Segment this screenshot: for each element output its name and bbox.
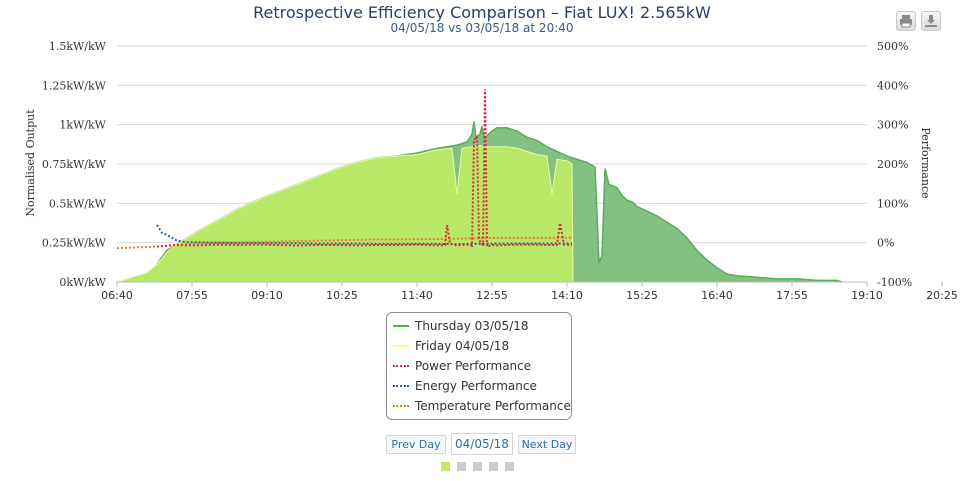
left-axis-label: Normalised Output: [24, 109, 37, 217]
efficiency-chart: 0kW/kW 0.25kW/kW 0.5kW/kW 0.75kW/kW 1kW/kW 1.…: [24, 40, 958, 302]
date-field[interactable]: 04/05/18: [451, 433, 513, 455]
right-axis-label: Performance: [919, 127, 932, 198]
legend-swatch-friday: [393, 345, 409, 347]
legend-label: Thursday 03/05/18: [415, 319, 529, 333]
y-right-tick-label: 400%: [877, 79, 908, 92]
legend-item-energy-performance[interactable]: Energy Performance: [393, 377, 537, 395]
legend-item-power-performance[interactable]: Power Performance: [393, 357, 531, 375]
power-performance-line: [156, 89, 573, 248]
y-right-tick-label: 200%: [877, 158, 908, 171]
x-tick-label: 17:55: [776, 289, 808, 302]
x-tick-label: 19:10: [851, 289, 883, 302]
area-series: [116, 121, 843, 283]
y-left-tick-label: 0.5kW/kW: [49, 197, 107, 210]
x-tick-label: 12:55: [476, 289, 508, 302]
legend-label: Friday 04/05/18: [415, 339, 510, 353]
chart-title: Retrospective Efficiency Comparison – Fi…: [253, 3, 711, 22]
x-tick-label: 11:40: [401, 289, 433, 302]
y-right-tick-label: 300%: [877, 119, 908, 132]
printer-icon: [900, 15, 912, 28]
y-left-tick-label: 0.25kW/kW: [42, 237, 107, 250]
y-left-tick-label: 1.5kW/kW: [49, 40, 107, 53]
legend-swatch-thursday: [393, 325, 409, 327]
y-right-tick-label: 100%: [877, 197, 908, 210]
x-tick-label: 10:25: [326, 289, 358, 302]
y-right-tick-label: -100%: [877, 276, 912, 289]
download-button[interactable]: [921, 11, 941, 31]
y-left-tick-label: 0.75kW/kW: [42, 158, 107, 171]
page-dot[interactable]: [473, 462, 482, 471]
prev-day-button[interactable]: Prev Day: [386, 435, 446, 454]
print-button[interactable]: [896, 11, 916, 31]
x-tick-label: 09:10: [251, 289, 283, 302]
next-day-button[interactable]: Next Day: [518, 435, 576, 454]
x-tick-label: 07:55: [176, 289, 208, 302]
y-right-tick-label: 0%: [877, 237, 894, 250]
chart-subtitle: 04/05/18 vs 03/05/18 at 20:40: [390, 21, 574, 35]
energy-performance-line: [156, 224, 572, 246]
page-dot[interactable]: [489, 462, 498, 471]
page-dot[interactable]: [505, 462, 514, 471]
friday-area-line: [116, 144, 574, 283]
x-tick-label: 06:40: [101, 289, 133, 302]
y-left-tick-label: 1.25kW/kW: [42, 79, 107, 92]
download-icon: [925, 15, 937, 27]
performance-series: [116, 89, 573, 250]
legend-item-friday[interactable]: Friday 04/05/18: [393, 337, 509, 355]
page-dot[interactable]: [441, 462, 450, 471]
x-tick-label: 16:40: [701, 289, 733, 302]
legend-label: Energy Performance: [415, 379, 537, 393]
temperature-performance-line: [116, 236, 573, 250]
y-right-tick-label: 500%: [877, 40, 908, 53]
legend-swatch-temperature: [393, 405, 409, 407]
x-tick-label: 20:25: [926, 289, 958, 302]
page-dot[interactable]: [457, 462, 466, 471]
y-left-tick-label: 1kW/kW: [59, 119, 106, 132]
legend-label: Temperature Performance: [415, 399, 571, 413]
y-left-tick-label: 0kW/kW: [59, 276, 106, 289]
x-tick-label: 15:25: [626, 289, 658, 302]
legend-swatch-energy: [393, 385, 409, 387]
chart-legend: Thursday 03/05/18 Friday 04/05/18 Power …: [386, 312, 572, 420]
legend-label: Power Performance: [415, 359, 532, 373]
legend-item-temperature-performance[interactable]: Temperature Performance: [393, 397, 571, 415]
legend-swatch-power: [393, 365, 409, 367]
axes: 0kW/kW 0.25kW/kW 0.5kW/kW 0.75kW/kW 1kW/kW 1.…: [42, 40, 958, 302]
x-tick-label: 14:10: [551, 289, 583, 302]
legend-item-thursday[interactable]: Thursday 03/05/18: [393, 317, 529, 335]
